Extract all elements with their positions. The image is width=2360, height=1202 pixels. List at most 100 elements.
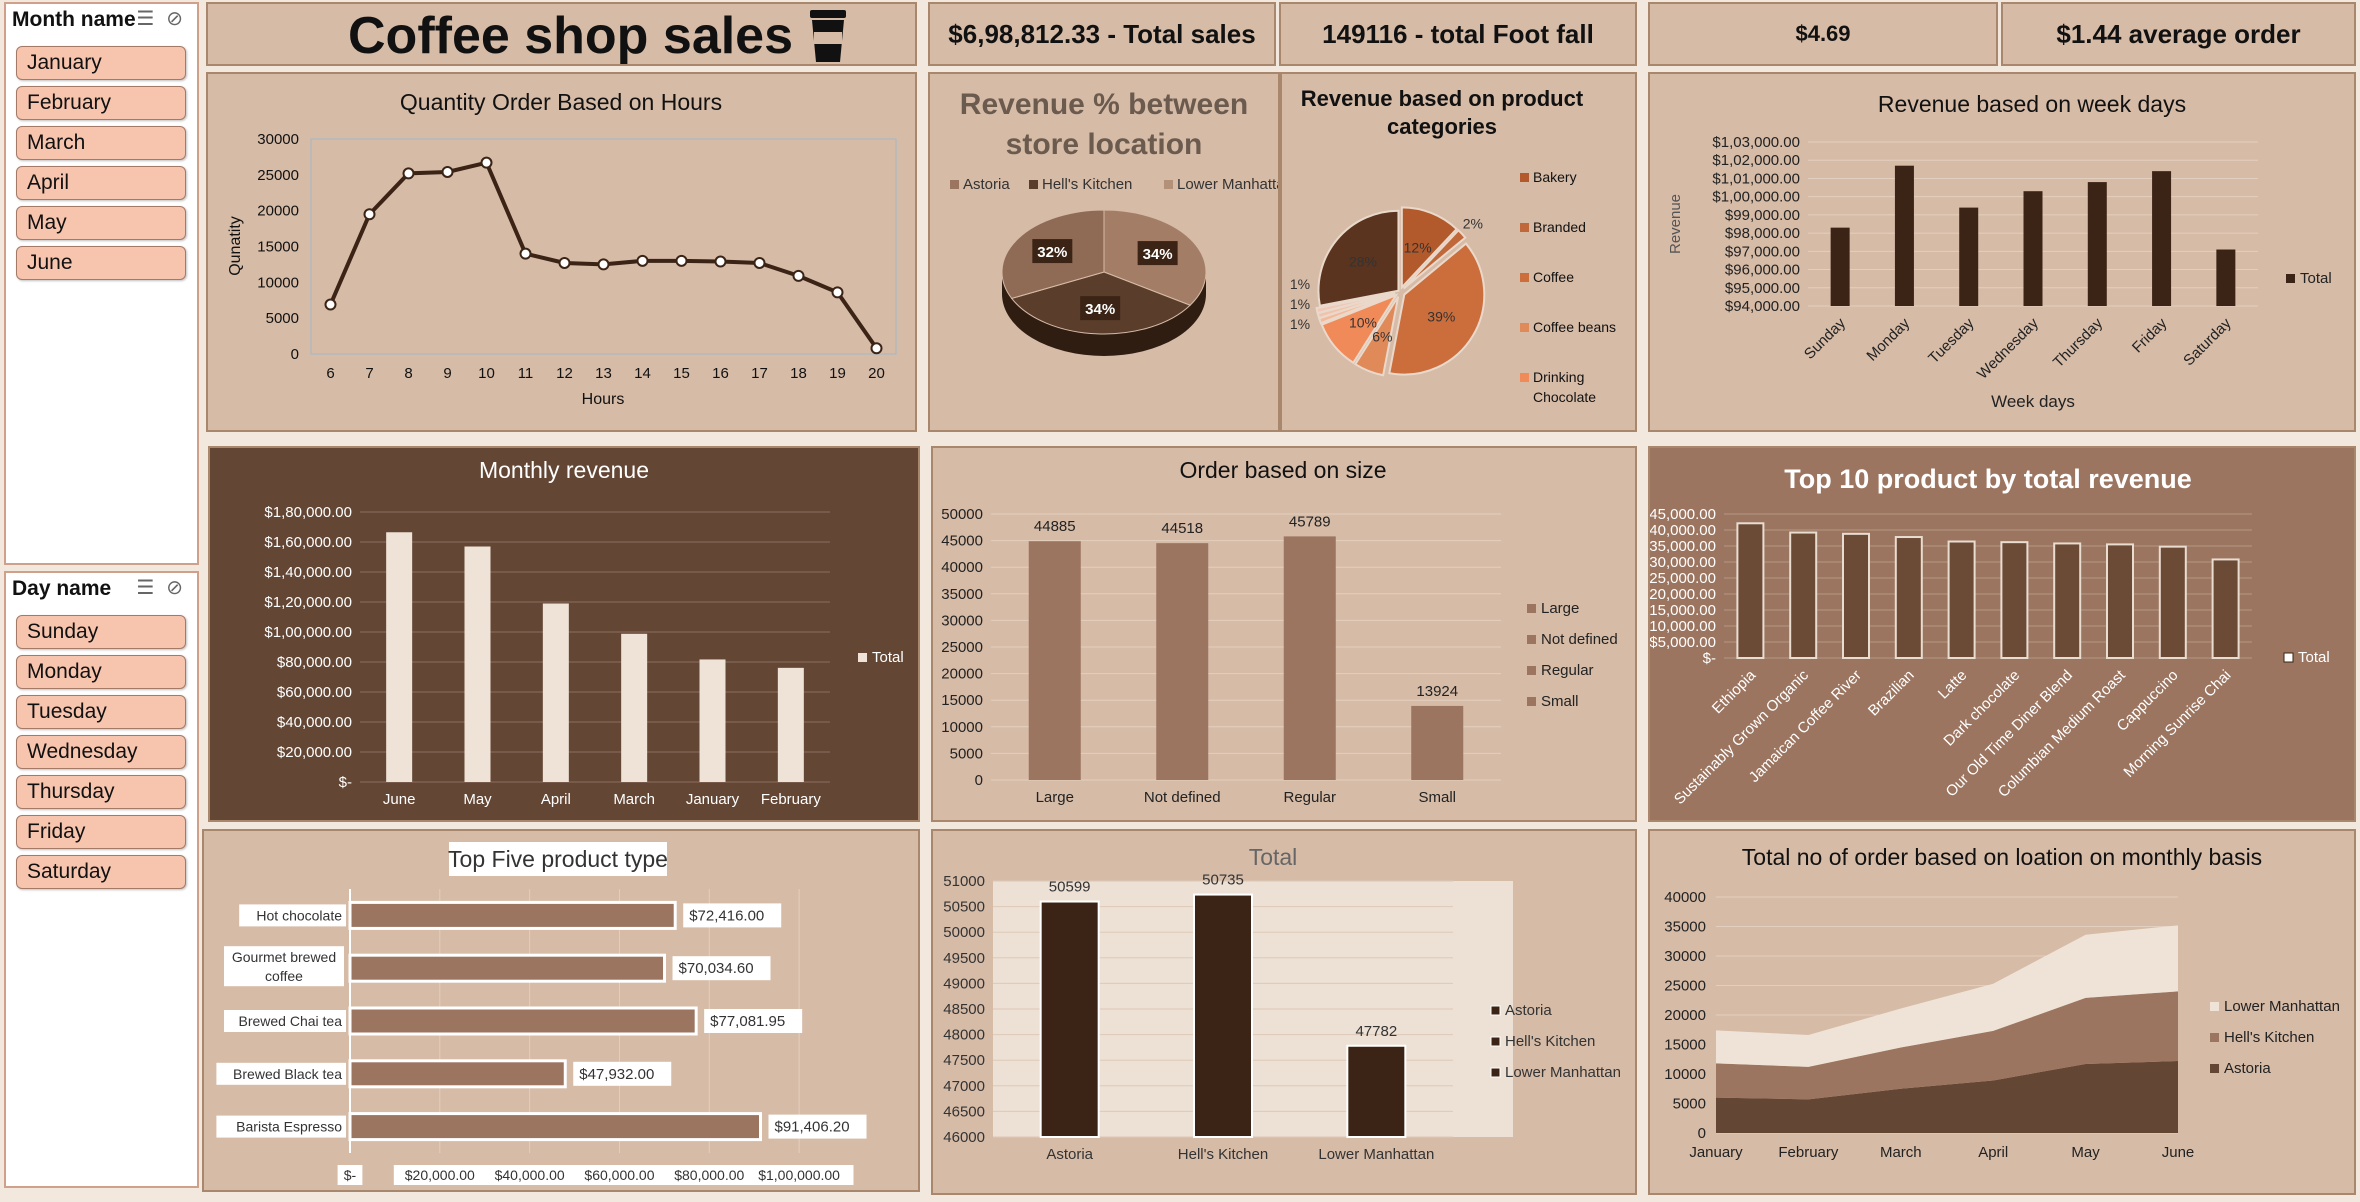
data-point <box>441 165 454 178</box>
slicer-item-wednesday[interactable]: Wednesday <box>16 735 186 769</box>
x-tick-label: 8 <box>404 365 412 382</box>
y-tick-label: 0 <box>975 772 983 789</box>
legend-label: Hell's Kitchen <box>1505 1033 1595 1050</box>
slicer-item-sunday[interactable]: Sunday <box>16 615 186 649</box>
slicer-item-monday[interactable]: Monday <box>16 655 186 689</box>
y-tick-label: $99,000.00 <box>1725 207 1800 224</box>
month-slicer-title: Month name <box>12 8 136 31</box>
slicer-item-january[interactable]: January <box>16 46 186 80</box>
legend-label: Drinking <box>1533 369 1584 385</box>
x-tick-label: April <box>1978 1144 2008 1161</box>
legend-swatch <box>2210 1033 2219 1042</box>
store-total-bar-chart: Total 46000 46500 47000 47500 48000 48500 49000… <box>943 844 1621 1163</box>
data-label: 1% <box>1290 276 1310 292</box>
bar <box>1736 522 1765 659</box>
data-label-box <box>683 903 782 928</box>
legend-label: Hell's Kitchen <box>1042 176 1132 193</box>
x-tick-label: June <box>2162 1144 2195 1161</box>
chart-title: Revenue based on product <box>1301 86 1584 111</box>
legend-label: Lower Manhattan <box>1177 176 1278 193</box>
store-pie-panel: Revenue % between store location Astoria He… <box>928 72 1280 432</box>
x-tick-label: $40,000.00 <box>495 1167 565 1183</box>
data-label: 50599 <box>1049 879 1091 896</box>
x-tick-label: Tuesday <box>1925 314 1978 367</box>
y-tick-label: Brewed Black tea <box>233 1066 342 1082</box>
legend-label: Hell's Kitchen <box>2224 1029 2314 1046</box>
size-chart-panel: Order based on size 0 5000 10000 15000 20000 2… <box>931 446 1637 822</box>
plot-area <box>310 138 897 355</box>
bar <box>542 603 569 782</box>
x-tick-label: January <box>686 791 740 808</box>
bar <box>1894 536 1923 659</box>
data-label-box <box>704 1009 803 1033</box>
legend-swatch <box>1490 1005 1501 1016</box>
data-label-box <box>1080 296 1121 321</box>
data-label: 50735 <box>1202 872 1244 889</box>
bar <box>2053 542 2082 659</box>
x-tick-label: Large <box>1036 789 1074 806</box>
legend-swatch <box>1164 180 1173 189</box>
x-axis-title: Hours <box>582 391 625 408</box>
data-label: 13924 <box>1416 683 1458 700</box>
data-point <box>597 258 610 271</box>
slicer-item-june[interactable]: June <box>16 246 186 280</box>
bar <box>2211 558 2240 659</box>
slicer-item-saturday[interactable]: Saturday <box>16 855 186 889</box>
legend-label: Total <box>2298 649 2330 666</box>
y-tick-label: $1,01,000.00 <box>1712 170 1800 187</box>
slicer-item-february[interactable]: February <box>16 86 186 120</box>
x-tick-label: $60,000.00 <box>584 1167 654 1183</box>
legend-label: Regular <box>1541 662 1594 679</box>
tick-label-box <box>483 1165 576 1185</box>
y-tick-label: $96,000.00 <box>1725 262 1800 279</box>
x-tick-label: Astoria <box>1046 1146 1093 1163</box>
bar <box>348 953 667 983</box>
slicer-item-thursday[interactable]: Thursday <box>16 775 186 809</box>
legend-swatch <box>2210 1064 2219 1073</box>
data-label: 45789 <box>1289 513 1331 530</box>
x-tick-label: Thursday <box>2050 314 2107 371</box>
y-tick-label: 25000 <box>941 639 983 656</box>
y-tick-label: 35000 <box>941 586 983 603</box>
x-tick-label: June <box>383 791 416 808</box>
y-tick-label: $30,000.00 <box>1650 554 1716 571</box>
data-label: 47782 <box>1355 1023 1397 1040</box>
slicer-item-march[interactable]: March <box>16 126 186 160</box>
x-tick-label: Morning Sunrise Chai <box>2120 667 2234 781</box>
x-axis-title: Week days <box>1991 392 2075 411</box>
slicer-item-may[interactable]: May <box>16 206 186 240</box>
series-line <box>328 160 879 350</box>
x-tick-label: March <box>1880 1144 1922 1161</box>
y-tick-label: $98,000.00 <box>1725 225 1800 242</box>
data-point <box>519 247 532 260</box>
slicer-item-april[interactable]: April <box>16 166 186 200</box>
coffee-cup-icon <box>810 10 846 62</box>
kpi-footfall: 149116 - total Foot fall <box>1279 2 1637 66</box>
data-point <box>675 254 688 267</box>
data-label: 34% <box>1085 301 1115 318</box>
y-tick-label: $25,000.00 <box>1650 570 1716 587</box>
tick-label-box <box>663 1165 756 1185</box>
y-tick-label: $20,000.00 <box>1650 586 1716 603</box>
y-tick-label: 10000 <box>1664 1066 1706 1083</box>
top10-product-bar-chart: Top 10 product by total revenue $-$5,000.… <box>1650 464 2330 808</box>
bar <box>2087 182 2107 306</box>
y-tick-label: 45000 <box>941 533 983 550</box>
bar <box>1039 900 1100 1138</box>
y-tick-label: coffee <box>265 968 303 984</box>
slicer-item-friday[interactable]: Friday <box>16 815 186 849</box>
slicer-item-tuesday[interactable]: Tuesday <box>16 695 186 729</box>
bar <box>1193 893 1253 1139</box>
month-slicer: Month name ☰⊘ January February March April M… <box>4 2 199 565</box>
chart-title: Quantity Order Based on Hours <box>400 89 722 115</box>
y-tick-label: $1,20,000.00 <box>264 594 352 611</box>
data-label: 1% <box>1290 316 1310 332</box>
data-point <box>792 269 805 282</box>
y-tick-label: 0 <box>1698 1125 1706 1142</box>
bar <box>348 1059 567 1089</box>
x-tick-label: Wednesday <box>1974 314 2042 382</box>
slicer-tool-icons[interactable]: ☰⊘ <box>136 577 195 599</box>
slicer-tool-icons[interactable]: ☰⊘ <box>136 8 195 30</box>
x-tick-label: 18 <box>790 365 807 382</box>
data-point <box>363 208 376 221</box>
